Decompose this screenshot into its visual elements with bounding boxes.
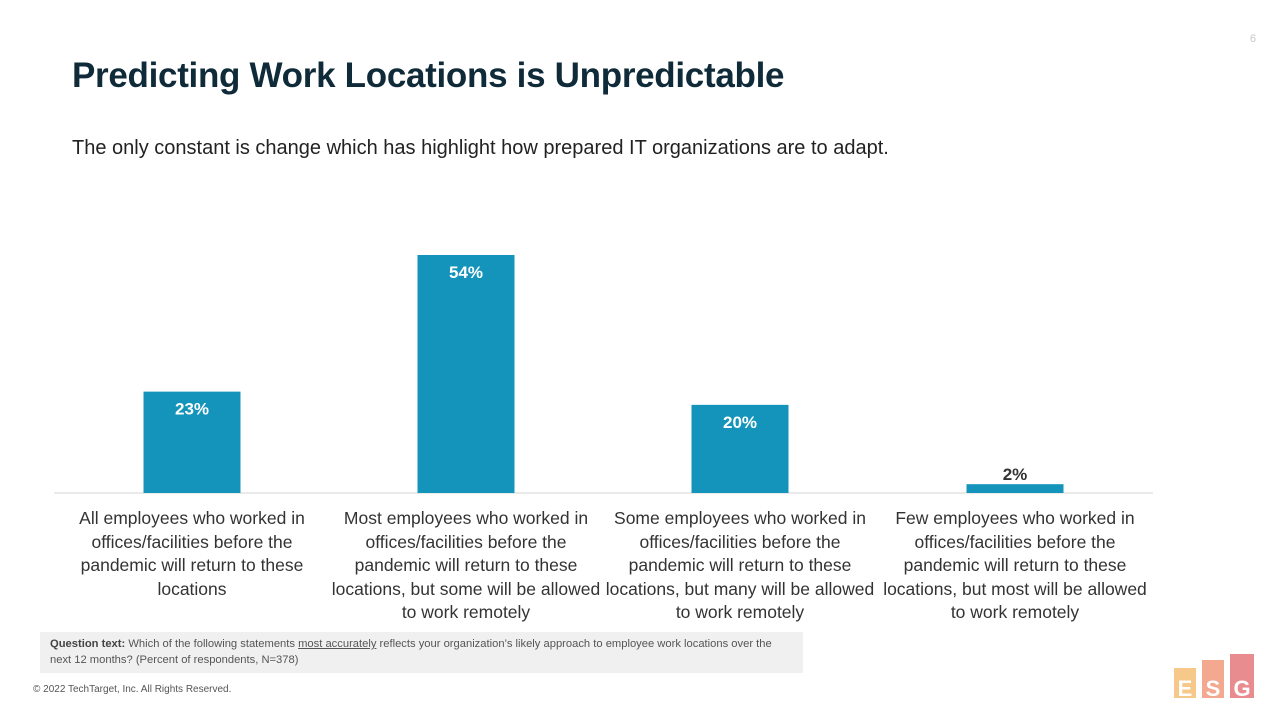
- svg-text:E: E: [1178, 676, 1193, 700]
- page-title: Predicting Work Locations is Unpredictab…: [72, 56, 785, 95]
- category-label-3: Some employees who worked in offices/fac…: [605, 508, 875, 622]
- esg-logo: E S G: [1174, 654, 1254, 700]
- page-subtitle: The only constant is change which has hi…: [72, 137, 889, 159]
- svg-text:G: G: [1233, 676, 1250, 700]
- bar-value-label-4: 2%: [1003, 465, 1028, 484]
- bar-value-label-2: 54%: [449, 263, 483, 282]
- bar-3: [691, 404, 789, 493]
- copyright: © 2022 TechTarget, Inc. All Rights Reser…: [33, 684, 232, 695]
- bar-1: [143, 391, 241, 493]
- category-label-4: Few employees who worked in offices/faci…: [883, 508, 1147, 622]
- question-text-post: reflects your organization’s likely appr…: [50, 638, 772, 666]
- bar-2: [417, 255, 515, 493]
- bar-value-label-3: 20%: [723, 413, 757, 432]
- svg-text:S: S: [1206, 676, 1221, 700]
- question-text-box: Question text: Which of the following st…: [40, 632, 803, 673]
- bar-chart: 23% 54% 20% 2%: [54, 255, 1153, 494]
- category-label-2: Most employees who worked in offices/fac…: [331, 508, 601, 622]
- bar-4: [966, 484, 1064, 493]
- question-lead: Question text:: [50, 638, 126, 650]
- question-text-pre: Which of the following statements: [128, 638, 299, 650]
- bar-value-label-1: 23%: [175, 400, 209, 419]
- question-text-emphasis: most accurately: [298, 638, 377, 650]
- page-number: 6: [1249, 33, 1256, 45]
- category-label-1: All employees who worked in offices/faci…: [79, 508, 305, 599]
